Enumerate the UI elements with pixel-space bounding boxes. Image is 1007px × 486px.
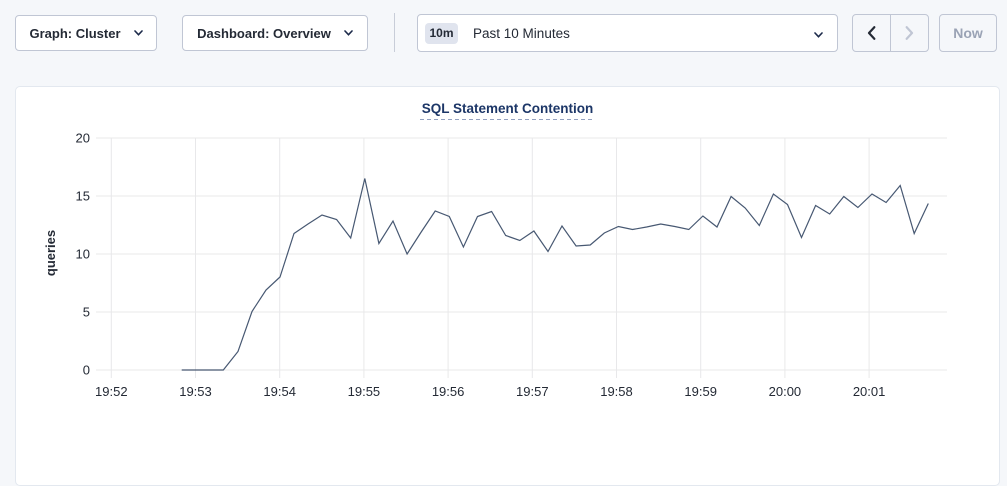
svg-text:15: 15 — [76, 189, 90, 204]
svg-text:0: 0 — [83, 363, 90, 378]
svg-text:20: 20 — [76, 131, 90, 146]
svg-text:20:00: 20:00 — [769, 384, 802, 399]
svg-text:20:01: 20:01 — [853, 384, 886, 399]
svg-text:10: 10 — [76, 247, 90, 262]
svg-text:19:54: 19:54 — [263, 384, 296, 399]
svg-text:19:52: 19:52 — [95, 384, 128, 399]
svg-text:19:55: 19:55 — [348, 384, 381, 399]
svg-text:19:57: 19:57 — [516, 384, 549, 399]
svg-text:19:56: 19:56 — [432, 384, 465, 399]
svg-text:19:59: 19:59 — [684, 384, 717, 399]
svg-text:19:58: 19:58 — [600, 384, 633, 399]
svg-text:5: 5 — [83, 305, 90, 320]
svg-text:queries: queries — [43, 230, 58, 276]
svg-text:19:53: 19:53 — [179, 384, 212, 399]
